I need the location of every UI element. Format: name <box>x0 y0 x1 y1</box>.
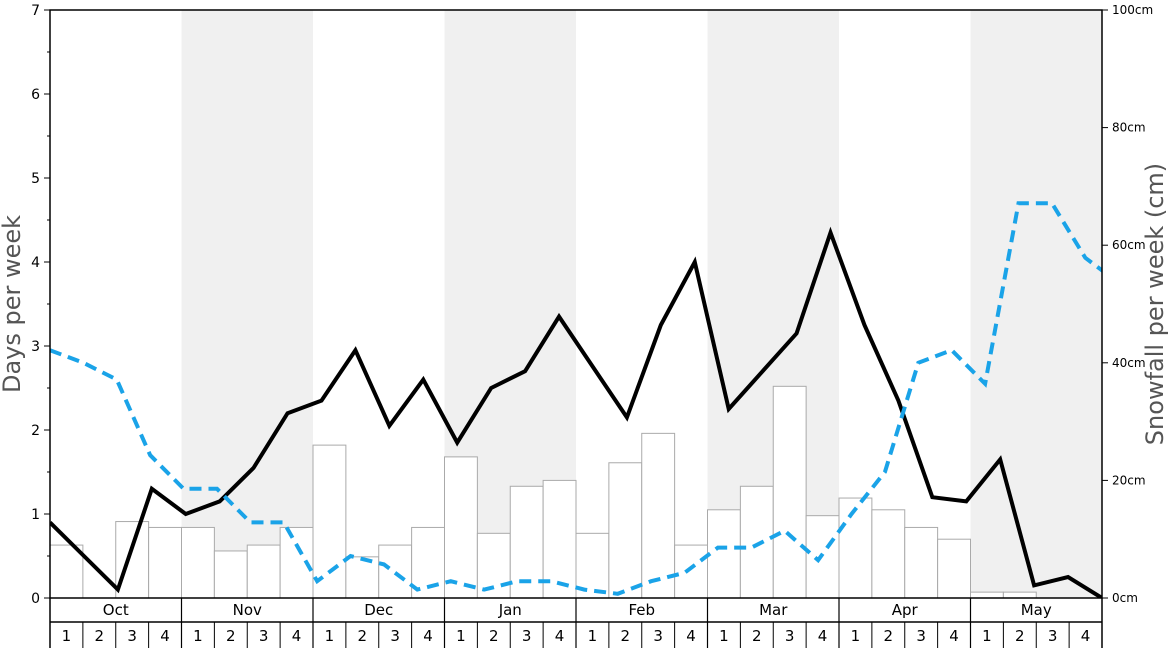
week-label: 3 <box>522 627 532 645</box>
month-band <box>181 10 313 598</box>
snowfall-bar <box>707 509 741 599</box>
snowfall-bar <box>444 456 478 599</box>
week-label: 1 <box>719 627 729 645</box>
snowfall-bar <box>246 544 281 599</box>
month-label: Mar <box>759 601 788 619</box>
week-label: 4 <box>160 627 170 645</box>
snowfall-bar <box>937 538 971 599</box>
week-label: 3 <box>1048 627 1058 645</box>
snowfall-bar <box>674 544 708 599</box>
snowfall-bar <box>739 485 774 599</box>
month-bands <box>181 10 1102 598</box>
week-label: 1 <box>193 627 203 645</box>
week-label: 1 <box>851 627 861 645</box>
left-axis: 0 1 2 3 4 5 6 7 <box>31 3 50 607</box>
month-label: Jan <box>498 601 522 619</box>
week-label: 4 <box>1081 627 1091 645</box>
month-label: May <box>1021 601 1052 619</box>
right-tick-label: 20cm <box>1112 473 1146 487</box>
snowfall-bar <box>49 544 84 599</box>
forecast-days-line <box>50 201 1102 596</box>
week-label: 1 <box>456 627 466 645</box>
week-label: 2 <box>226 627 236 645</box>
left-tick-label: 2 <box>31 423 40 439</box>
month-label: Oct <box>103 601 129 619</box>
series-lines <box>50 201 1102 598</box>
week-label: 3 <box>653 627 663 645</box>
snowfall-bar <box>115 521 150 599</box>
snowfall-bars <box>49 385 1037 599</box>
month-label: Dec <box>364 601 393 619</box>
snowfall-bar <box>345 556 380 599</box>
month-label: Apr <box>892 601 919 619</box>
snowfall-bar <box>378 544 413 599</box>
left-tick-label: 4 <box>31 255 40 271</box>
right-axis-label: Snowfall per week (cm) <box>1141 163 1168 445</box>
week-label: 3 <box>127 627 137 645</box>
week-label: 3 <box>785 627 795 645</box>
week-label: 2 <box>358 627 368 645</box>
week-label: 4 <box>686 627 696 645</box>
left-axis-label: Days per week <box>0 215 26 393</box>
snowfall-bar <box>641 432 676 599</box>
snowfall-bar <box>148 526 182 599</box>
left-tick-label: 1 <box>31 507 40 523</box>
snowfall-bar <box>772 385 807 599</box>
right-tick-label: 0cm <box>1112 591 1138 605</box>
week-label: 1 <box>982 627 992 645</box>
snowfall-bar <box>213 550 248 599</box>
week-label: 4 <box>555 627 565 645</box>
week-label: 1 <box>325 627 335 645</box>
week-label: 3 <box>259 627 269 645</box>
snowfall-bar <box>904 526 939 599</box>
snowfall-bar <box>970 591 1004 599</box>
right-axis: 0cm 20cm 40cm 60cm 80cm 100cm <box>1102 3 1153 605</box>
snowfall-bar <box>838 497 873 599</box>
week-label: 4 <box>818 627 828 645</box>
bottom-axis: Oct 1 2 3 4 Nov 1 2 3 4 Dec 1 2 3 4 Jan 1 2 3 4 Feb 1 2 3 4 Mar 1 2… <box>49 598 1103 648</box>
snowfall-bar <box>181 526 215 599</box>
left-tick-label: 7 <box>31 3 40 19</box>
right-tick-label: 80cm <box>1112 121 1146 135</box>
week-label: 4 <box>292 627 302 645</box>
week-label: 1 <box>588 627 598 645</box>
right-tick-label: 60cm <box>1112 238 1146 252</box>
month-label: Nov <box>233 601 262 619</box>
week-label: 4 <box>423 627 433 645</box>
snowfall-bar <box>608 462 643 599</box>
week-label: 4 <box>949 627 959 645</box>
week-label: 3 <box>916 627 926 645</box>
week-label: 1 <box>62 627 72 645</box>
left-tick-label: 3 <box>31 339 40 355</box>
week-label: 2 <box>884 627 894 645</box>
month-label: Feb <box>628 601 655 619</box>
left-tick-label: 0 <box>31 591 40 607</box>
week-label: 2 <box>489 627 499 645</box>
left-tick-label: 6 <box>31 87 40 103</box>
snowfall-bar <box>312 444 347 599</box>
snowfall-bar <box>871 509 906 599</box>
week-label: 2 <box>621 627 631 645</box>
month-band <box>970 10 1102 598</box>
right-tick-label: 40cm <box>1112 356 1146 370</box>
week-label: 2 <box>1015 627 1025 645</box>
snowfall-bar <box>1002 591 1037 599</box>
snowfall-bar <box>279 526 314 599</box>
week-label: 2 <box>95 627 105 645</box>
left-tick-label: 5 <box>31 171 40 187</box>
week-label: 3 <box>390 627 400 645</box>
week-label: 2 <box>752 627 762 645</box>
right-tick-label: 100cm <box>1112 3 1153 17</box>
